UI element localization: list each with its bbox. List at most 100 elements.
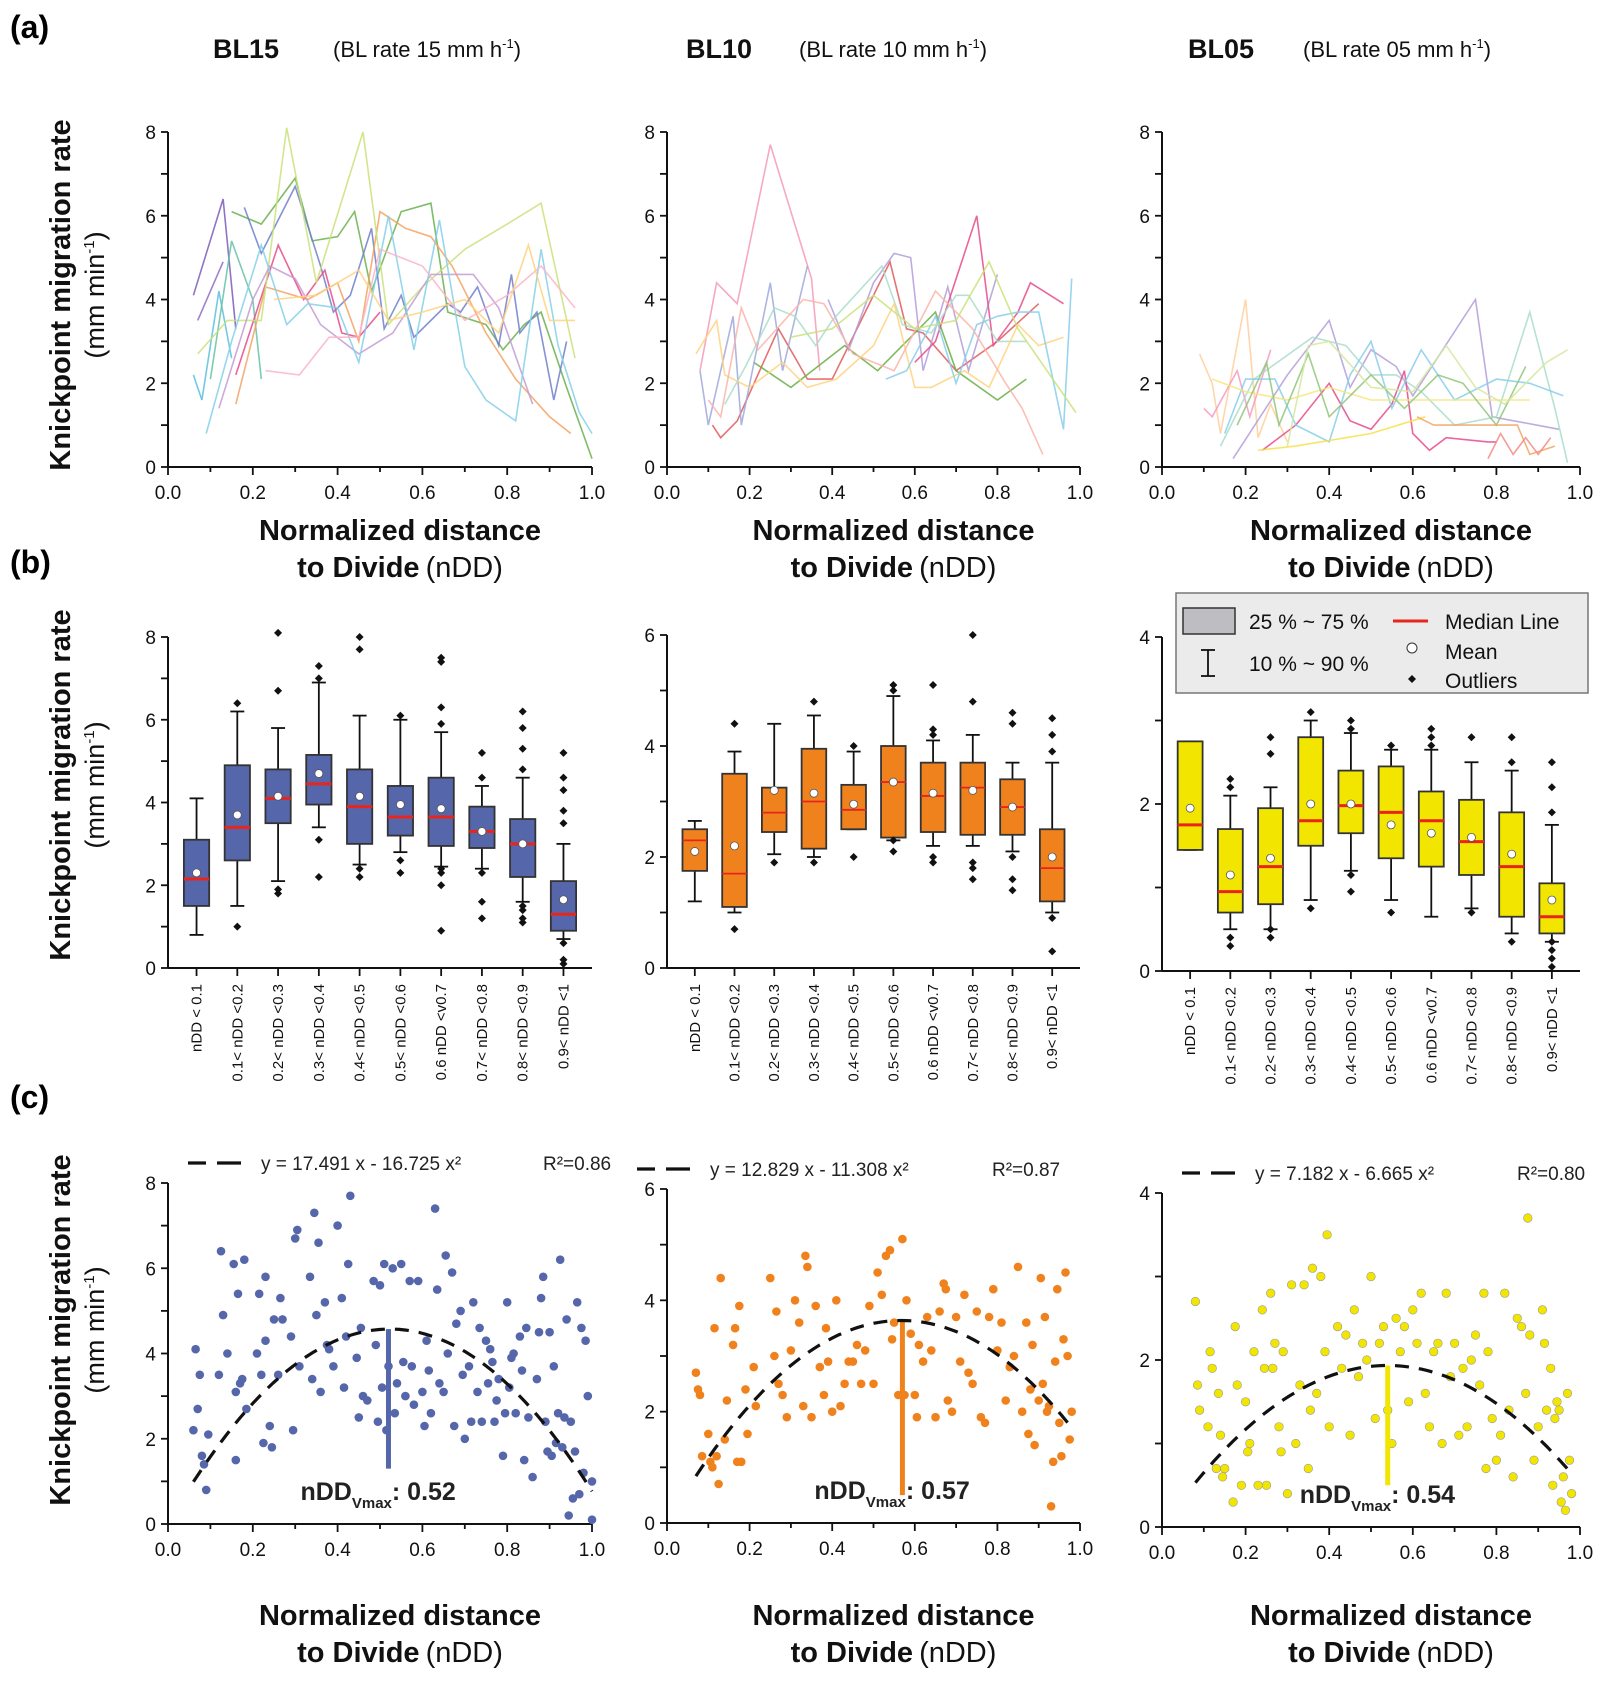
y-tick-label: 0	[145, 959, 156, 980]
series-line	[711, 259, 1040, 439]
data-point	[269, 1315, 279, 1324]
data-point	[749, 1362, 758, 1372]
data-point	[799, 1401, 808, 1411]
outlier-marker	[1547, 937, 1556, 946]
data-point	[1059, 1335, 1068, 1344]
data-point	[532, 1374, 542, 1384]
data-point	[935, 1307, 944, 1316]
data-point	[373, 1417, 383, 1426]
iqr-box	[386, 785, 414, 837]
data-point	[1512, 1313, 1522, 1323]
data-point	[452, 1319, 461, 1328]
outlier-marker	[355, 872, 364, 881]
data-point	[333, 1221, 342, 1230]
series-line	[218, 264, 534, 409]
y-tick-label: 0	[644, 959, 655, 980]
outlier-marker	[518, 707, 527, 716]
data-point	[316, 1387, 325, 1397]
outlier-marker	[1226, 933, 1235, 942]
box: 0.7< nDD <0.8	[1458, 733, 1485, 1085]
data-point	[786, 1346, 796, 1355]
x-tick-label: 0.6	[1400, 1543, 1426, 1564]
data-point	[873, 1268, 882, 1277]
category-label: 0.1< nDD <0.2	[727, 984, 744, 1082]
series-line	[827, 252, 999, 374]
legend-outlier-label: Outliers	[1445, 670, 1517, 693]
data-point	[469, 1298, 478, 1307]
series-line	[265, 248, 576, 376]
outlier-marker	[437, 657, 446, 666]
outlier-marker	[314, 872, 323, 881]
data-point	[1564, 1455, 1575, 1465]
mean-marker	[477, 827, 487, 836]
data-point	[914, 1340, 924, 1350]
x-tick-label: 0.8	[494, 1540, 520, 1561]
chart-panel-b-bl15: 0 2 4 6 8 nDD < 0.1 0.1< nDD <0.2 0.2< nDD <0.3…	[145, 628, 592, 1082]
data-point	[538, 1272, 548, 1282]
outlier-marker	[518, 744, 527, 753]
xlabel-line1: Normalized distance	[752, 515, 1034, 547]
data-point	[984, 1312, 994, 1322]
y-tick-label: 4	[1139, 291, 1150, 312]
data-point	[401, 1391, 410, 1401]
data-point	[1546, 1363, 1556, 1373]
data-point	[488, 1357, 497, 1367]
category-label: 0.5< nDD <0.6	[1383, 987, 1400, 1085]
series-line	[1198, 299, 1289, 443]
data-point	[1429, 1347, 1439, 1357]
data-point	[346, 1191, 355, 1201]
outlier-marker	[477, 773, 486, 782]
chart-panel-a-bl05: 0 2 4 6 8 0.0 0.2 0.4 0.6 0.8 1.0	[1139, 123, 1593, 504]
outlier-marker	[477, 897, 486, 906]
iqr-box	[1176, 740, 1204, 851]
vmax-label-prefix: nDD	[300, 1478, 351, 1506]
x-axis-title: Normalized distance to Divide (nDD)	[752, 515, 1034, 584]
chart-panel-b-bl05: 0 2 4 nDD < 0.1 0.1< nDD <0.2 0.2< nDD <0.3 0.…	[1139, 628, 1580, 1085]
x-tick-label: 0.4	[1316, 1543, 1343, 1564]
outlier-marker	[1547, 962, 1556, 971]
iqr-box	[721, 772, 748, 908]
data-point	[587, 1515, 597, 1524]
mean-marker	[1266, 853, 1275, 863]
mean-marker	[809, 788, 819, 798]
outlier-marker	[1507, 733, 1516, 742]
x-tick-label: 0.4	[819, 483, 846, 504]
box: nDD < 0.1	[1176, 740, 1204, 1055]
data-point	[1550, 1413, 1560, 1424]
x-tick-label: 0.8	[1483, 1543, 1509, 1564]
outlier-marker	[1226, 774, 1235, 783]
data-point	[288, 1425, 298, 1435]
data-point	[1357, 1338, 1368, 1348]
outlier-marker	[889, 680, 898, 689]
vmax-label-sub: Vmax	[866, 1494, 907, 1511]
column-title-bl15: BL15 (BL rate 15 mm h-1)	[213, 34, 521, 64]
data-point	[823, 1357, 833, 1366]
data-point	[392, 1379, 402, 1388]
data-point	[1024, 1429, 1033, 1439]
xlabel-norm-part: (nDD)	[919, 552, 996, 584]
data-point	[1374, 1338, 1384, 1348]
boxplot-legend: 25 % ~ 75 % 10 % ~ 90 % Median Line Mean…	[1175, 592, 1589, 694]
data-point	[1040, 1312, 1050, 1322]
data-point	[371, 1340, 381, 1350]
series-line	[197, 127, 576, 359]
data-point	[947, 1407, 957, 1416]
iqr-box	[1297, 736, 1325, 847]
box: nDD < 0.1	[182, 797, 211, 1052]
outlier-marker	[1547, 783, 1556, 792]
outlier-marker	[1008, 886, 1017, 895]
data-point	[691, 1368, 701, 1377]
y-tick-label: 2	[145, 374, 156, 395]
chart-panel-a-bl15: 0 2 4 6 8 0.0 0.2 0.4 0.6 0.8 1.0	[145, 123, 605, 504]
legend-median-label: Median Line	[1445, 611, 1559, 634]
data-point	[1412, 1338, 1422, 1348]
box: 0.8< nDD <0.9	[1498, 733, 1526, 1085]
data-point	[435, 1379, 444, 1388]
data-point	[1337, 1363, 1347, 1373]
outlier-marker	[1507, 937, 1516, 946]
data-point	[1240, 1397, 1251, 1407]
data-point	[1034, 1396, 1043, 1405]
outlier-marker	[437, 703, 446, 712]
data-point	[898, 1234, 907, 1244]
outlier-marker	[809, 858, 818, 867]
